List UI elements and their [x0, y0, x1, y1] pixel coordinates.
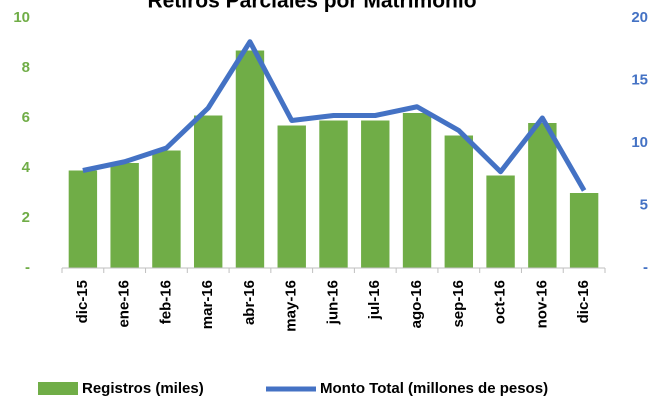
y-tick-label: 6: [22, 109, 30, 126]
line: [82, 39, 587, 192]
y2-tick-label: 15: [631, 71, 648, 88]
x-tick-label: feb-16: [157, 280, 174, 324]
y-tick-label: 4: [22, 159, 31, 176]
y2-tick-label: 5: [640, 196, 648, 213]
bar: [277, 125, 306, 268]
x-tick-label: ene-16: [116, 280, 133, 328]
bar: [528, 123, 557, 268]
y-tick-label: 10: [13, 9, 30, 26]
y2-tick-label: 10: [631, 134, 648, 151]
chart-title: Retiros Parciales por Matrimonio: [147, 0, 476, 13]
bar: [110, 163, 139, 268]
bar: [235, 50, 265, 268]
bar: [68, 170, 98, 268]
bar: [193, 115, 223, 268]
y2-tick-label: 20: [631, 9, 648, 26]
x-tick-label: dic-16: [575, 280, 592, 323]
y-tick-label: 8: [22, 59, 30, 76]
x-tick-label: dic-15: [74, 280, 91, 323]
bar: [486, 175, 515, 268]
legend-label: Registros (miles): [82, 380, 204, 397]
bar: [444, 135, 474, 268]
x-tick-label: jul-16: [366, 280, 383, 320]
legend-label: Monto Total (millones de pesos): [320, 380, 548, 397]
x-tick-label: sep-16: [450, 280, 467, 328]
legend-swatch: [38, 382, 78, 395]
x-tick-label: oct-16: [492, 280, 509, 324]
bar: [152, 150, 181, 268]
bar: [361, 120, 390, 268]
x-tick-label: abr-16: [241, 280, 258, 325]
y-tick-label: 2: [22, 209, 30, 226]
x-tick-label: mar-16: [199, 280, 216, 329]
y2-tick-label: -: [643, 259, 648, 276]
bar: [319, 120, 348, 268]
x-tick-label: nov-16: [533, 280, 550, 328]
x-tick-label: jun-16: [324, 280, 341, 325]
bar: [569, 193, 599, 268]
x-tick-label: may-16: [283, 280, 300, 332]
y-tick-label: -: [25, 259, 30, 276]
bar: [402, 113, 432, 268]
x-tick-label: ago-16: [408, 280, 425, 328]
